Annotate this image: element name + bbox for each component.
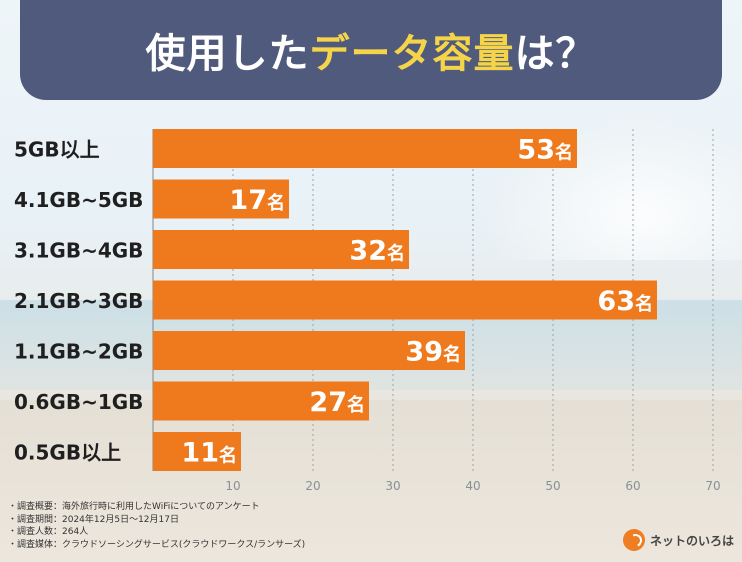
bar-value-number: 53 bbox=[517, 135, 555, 166]
bar-value-label: 27名 bbox=[309, 387, 365, 418]
x-tick-label: 10 bbox=[225, 479, 240, 493]
title-prefix: 使用した bbox=[145, 31, 310, 77]
bar-value-label: 39名 bbox=[405, 337, 461, 368]
category-label: 0.5GB以上 bbox=[14, 441, 121, 465]
bar-value-number: 27 bbox=[309, 387, 347, 418]
bar bbox=[153, 331, 465, 370]
category-label: 3.1GB~4GB bbox=[14, 239, 143, 263]
bar bbox=[153, 381, 369, 421]
title-banner: 使用したデータ容量は？ bbox=[20, 0, 722, 100]
bar-value-label: 32名 bbox=[349, 236, 405, 267]
brand-logo-text: ネットのいろは bbox=[649, 533, 734, 548]
note-respondents: ・調査人数：264人 bbox=[8, 527, 89, 537]
bar bbox=[153, 129, 577, 168]
bar-value-unit: 名 bbox=[219, 445, 237, 467]
bar-value-unit: 名 bbox=[347, 394, 365, 416]
x-tick-label: 40 bbox=[465, 479, 480, 493]
note-medium: ・調査媒体：クラウドソーシングサービス(クラウドワークス/ランサーズ) bbox=[8, 539, 306, 550]
page-title: 使用したデータ容量は？ bbox=[146, 21, 597, 79]
bar-value-number: 17 bbox=[229, 185, 267, 216]
bar bbox=[153, 230, 409, 269]
x-tick-label: 30 bbox=[385, 479, 400, 493]
title-suffix: は？ bbox=[514, 31, 597, 77]
title-highlight: データ容量 bbox=[309, 31, 515, 77]
bar-value-number: 32 bbox=[349, 236, 387, 267]
category-label: 5GB以上 bbox=[14, 138, 100, 162]
bar-value-number: 63 bbox=[597, 286, 635, 317]
bar bbox=[153, 280, 657, 320]
x-tick-label: 60 bbox=[625, 479, 640, 493]
x-tick-label: 50 bbox=[545, 479, 560, 493]
bar-value-label: 53名 bbox=[517, 135, 573, 166]
bar bbox=[153, 432, 241, 471]
note-overview: ・調査概要：海外旅行時に利用したWiFiについてのアンケート bbox=[8, 502, 260, 512]
category-label: 1.1GB~2GB bbox=[14, 340, 143, 364]
bar-value-label: 63名 bbox=[597, 286, 653, 317]
category-label: 0.6GB~1GB bbox=[14, 390, 143, 414]
bar-value-unit: 名 bbox=[387, 243, 405, 265]
bar-value-unit: 名 bbox=[555, 142, 573, 164]
bar-value-unit: 名 bbox=[267, 192, 285, 214]
bar bbox=[153, 179, 289, 219]
category-label: 2.1GB~3GB bbox=[14, 289, 143, 313]
bar-value-label: 17名 bbox=[229, 185, 285, 216]
brand-logo: ネットのいろは bbox=[622, 527, 734, 553]
background-sand bbox=[0, 400, 742, 562]
bar-value-number: 11 bbox=[181, 438, 219, 469]
x-tick-label: 70 bbox=[705, 479, 720, 493]
bar-value-unit: 名 bbox=[635, 293, 653, 315]
bar-value-unit: 名 bbox=[443, 344, 461, 366]
net-no-iroha-logo-icon bbox=[622, 529, 645, 551]
survey-notes: ・調査概要：海外旅行時に利用したWiFiについてのアンケート ・調査期間：202… bbox=[8, 501, 305, 551]
bar-value-number: 39 bbox=[405, 337, 443, 368]
note-period: ・調査期間：2024年12月5日～12月17日 bbox=[8, 514, 179, 525]
bar-value-label: 11名 bbox=[181, 438, 237, 469]
x-tick-label: 20 bbox=[305, 479, 320, 493]
category-label: 4.1GB~5GB bbox=[14, 188, 143, 212]
